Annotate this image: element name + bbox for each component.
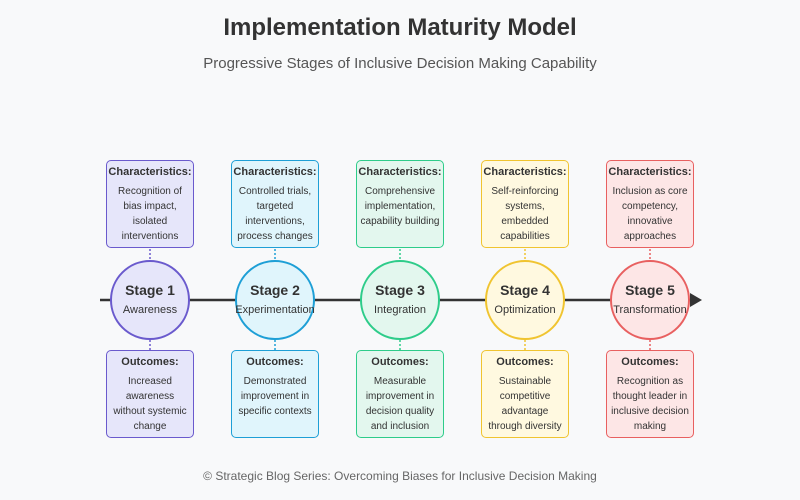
characteristics-text: Comprehensive implementation, capability… bbox=[360, 186, 440, 227]
stage-5-characteristics-box: Characteristics: Inclusion as core compet… bbox=[606, 160, 694, 248]
stage-2-circle: Stage 2 Experimentation bbox=[235, 260, 315, 340]
stage-name: Experimentation bbox=[235, 304, 315, 316]
outcomes-text: Increased awareness without systemic cha… bbox=[113, 376, 187, 432]
stage-name: Awareness bbox=[122, 304, 178, 316]
stage-name: Transformation bbox=[613, 304, 687, 316]
stage-number: Stage 1 bbox=[125, 282, 175, 298]
characteristics-heading: Characteristics: bbox=[483, 166, 567, 178]
stage-5-outcomes-box: Outcomes: Recognition as thought leader i… bbox=[606, 350, 694, 438]
stage-3-outcomes-box: Outcomes: Measurable improvement in decis… bbox=[356, 350, 444, 438]
characteristics-text: Self-reinforcing systems, embedded capab… bbox=[491, 186, 559, 242]
stage-number: Stage 4 bbox=[500, 282, 550, 298]
stage-4-characteristics-box: Characteristics: Self-reinforcing systems… bbox=[481, 160, 569, 248]
diagram-title: Implementation Maturity Model bbox=[223, 14, 577, 41]
stage-2-outcomes-box: Outcomes: Demonstrated improvement in spe… bbox=[231, 350, 319, 438]
outcomes-heading: Outcomes: bbox=[121, 356, 179, 368]
outcomes-text: Recognition as thought leader in inclusi… bbox=[611, 376, 689, 432]
outcomes-heading: Outcomes: bbox=[496, 356, 554, 368]
characteristics-heading: Characteristics: bbox=[233, 166, 317, 178]
stage-number: Stage 2 bbox=[250, 282, 300, 298]
characteristics-heading: Characteristics: bbox=[108, 166, 192, 178]
diagram-subtitle: Progressive Stages of Inclusive Decision… bbox=[203, 55, 597, 72]
stage-name: Integration bbox=[374, 304, 426, 316]
stage-4-circle: Stage 4 Optimization bbox=[485, 260, 565, 340]
outcomes-heading: Outcomes: bbox=[371, 356, 429, 368]
characteristics-text: Controlled trials, targeted intervention… bbox=[237, 186, 313, 242]
progression-arrowhead bbox=[690, 293, 702, 307]
stage-1-outcomes-box: Outcomes: Increased awareness without sys… bbox=[106, 350, 194, 438]
stage-number: Stage 3 bbox=[375, 282, 425, 298]
stage-5-circle: Stage 5 Transformation bbox=[610, 260, 690, 340]
footer-copyright: © Strategic Blog Series: Overcoming Bias… bbox=[203, 469, 597, 483]
stage-4-outcomes-box: Outcomes: Sustainable competitive advanta… bbox=[481, 350, 569, 438]
outcomes-text: Sustainable competitive advantage throug… bbox=[488, 376, 562, 432]
outcomes-text: Measurable improvement in decision quali… bbox=[365, 376, 435, 432]
characteristics-text: Recognition of bias impact, isolated int… bbox=[118, 186, 182, 242]
characteristics-heading: Characteristics: bbox=[608, 166, 692, 178]
characteristics-text: Inclusion as core competency, innovative… bbox=[612, 186, 688, 242]
stage-2-characteristics-box: Characteristics: Controlled trials, targe… bbox=[231, 160, 319, 248]
outcomes-heading: Outcomes: bbox=[621, 356, 679, 368]
stage-3-circle: Stage 3 Integration bbox=[360, 260, 440, 340]
stage-1-characteristics-box: Characteristics: Recognition of bias impa… bbox=[106, 160, 194, 248]
stage-1-circle: Stage 1 Awareness bbox=[110, 260, 190, 340]
stage-number: Stage 5 bbox=[625, 282, 675, 298]
outcomes-text: Demonstrated improvement in specific con… bbox=[238, 376, 312, 417]
outcomes-heading: Outcomes: bbox=[246, 356, 304, 368]
stage-3-characteristics-box: Characteristics: Comprehensive implementa… bbox=[356, 160, 444, 248]
characteristics-heading: Characteristics: bbox=[358, 166, 442, 178]
stage-name: Optimization bbox=[494, 304, 556, 316]
